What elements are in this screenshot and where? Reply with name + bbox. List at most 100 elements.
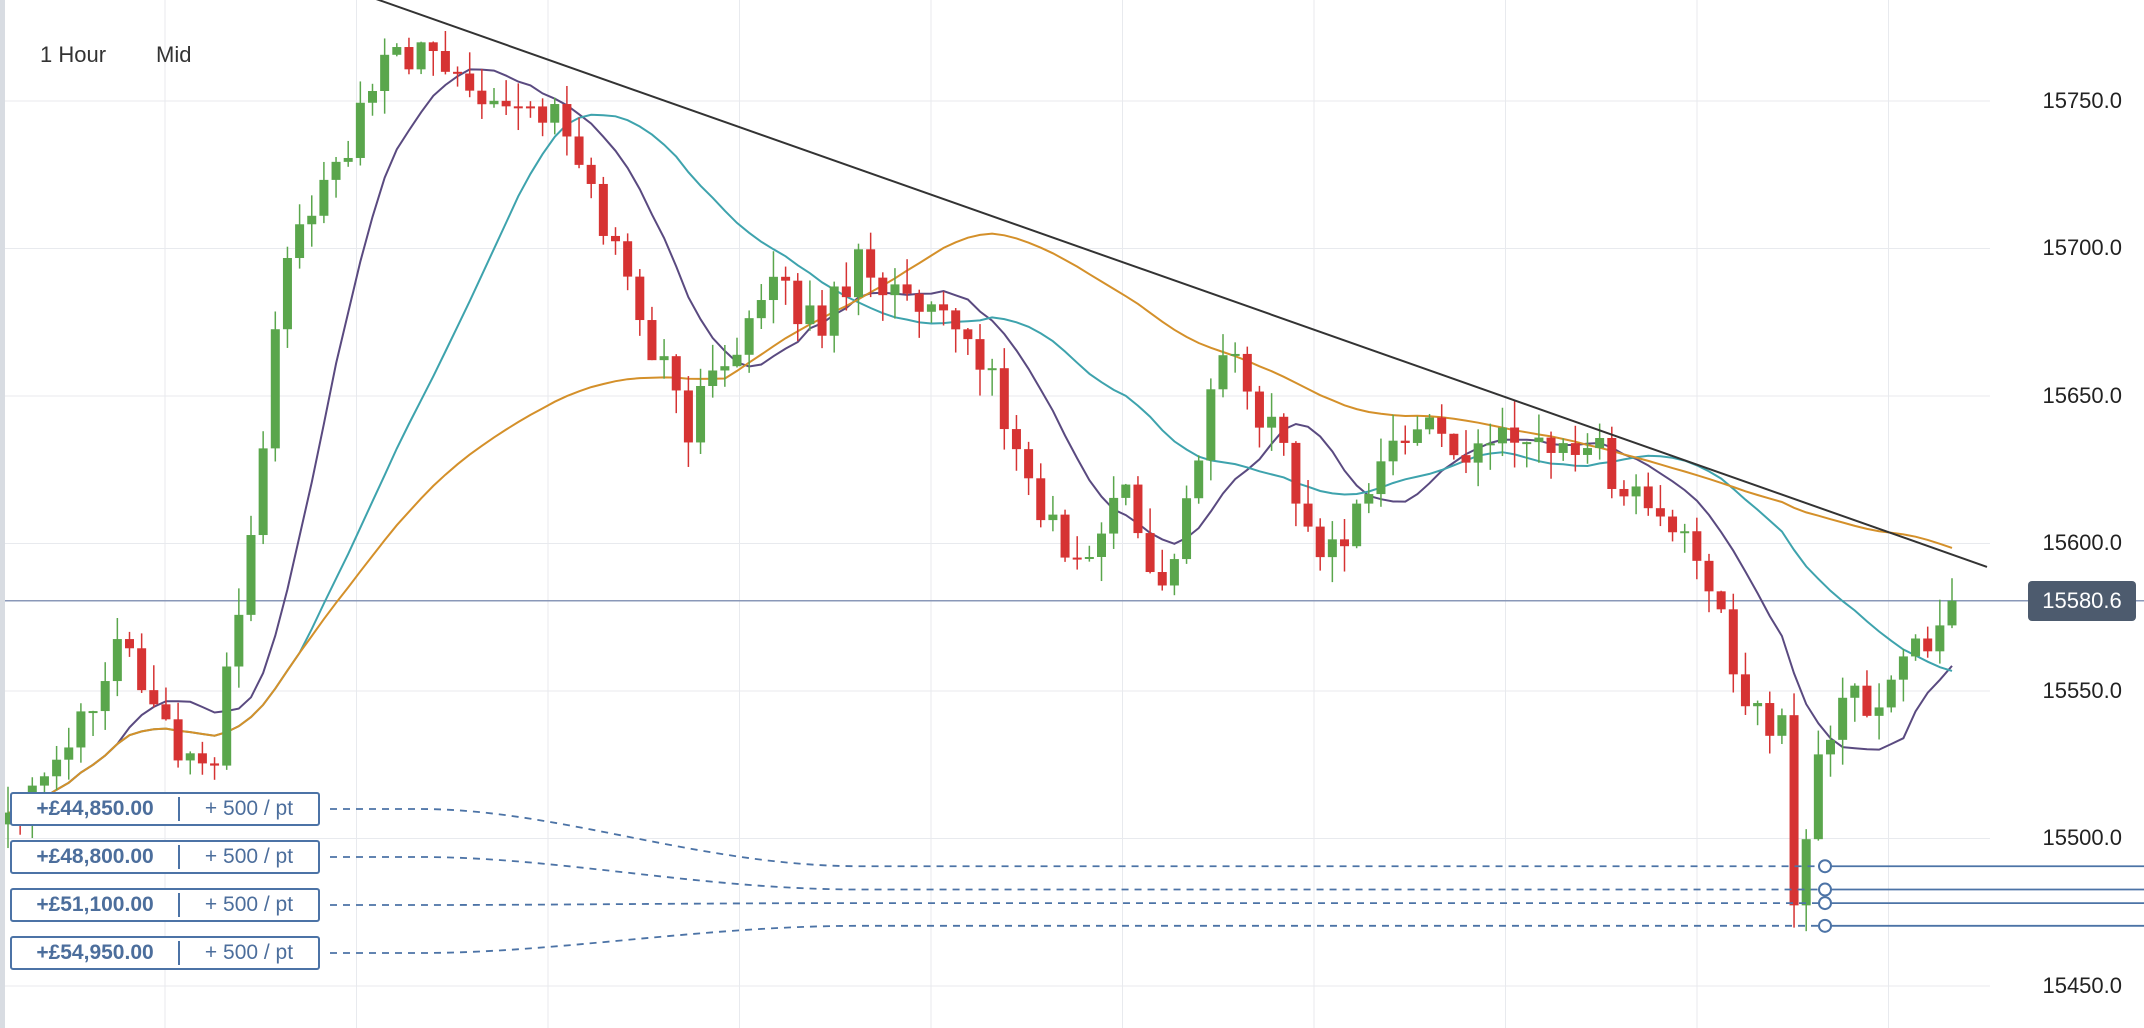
candle-body	[1911, 638, 1921, 657]
candle-down	[1510, 401, 1520, 468]
order-pnl-rate: + 500 / pt	[204, 893, 294, 916]
candle-body	[295, 224, 305, 259]
order-pnl-value: +£48,800.00	[36, 845, 154, 868]
candle-body	[1655, 508, 1665, 517]
order-pnl-box[interactable]: +£48,800.00 + 500 / pt	[10, 840, 320, 874]
chart-left-edge	[0, 0, 5, 1028]
candle-body	[708, 370, 718, 386]
candle-body	[1607, 437, 1617, 489]
order-pnl-box[interactable]: +£54,950.00 + 500 / pt	[10, 936, 320, 970]
candle-body	[1267, 416, 1277, 428]
candle-body	[137, 648, 147, 691]
order-connector-dashed	[330, 924, 1825, 954]
candle-down	[125, 631, 134, 657]
candle-body	[270, 329, 280, 449]
candle-body	[440, 51, 450, 72]
candle-body	[671, 356, 681, 391]
candle-body	[1084, 556, 1094, 559]
candle-body	[1048, 514, 1058, 521]
order-pnl-rate: + 500 / pt	[204, 845, 294, 868]
candle-body	[914, 293, 924, 312]
candle-down	[1303, 480, 1313, 532]
order-pnl-rate: + 500 / pt	[204, 797, 294, 820]
candle-body	[112, 639, 122, 682]
candle-body	[683, 390, 693, 443]
order-pnl-divider	[178, 797, 180, 821]
candle-up	[343, 140, 353, 167]
candle-body	[76, 711, 86, 748]
candle-up	[1084, 545, 1094, 562]
candle-body	[538, 106, 548, 123]
candle-up	[1886, 675, 1896, 713]
candle-body	[1315, 526, 1325, 558]
candle-body	[951, 310, 961, 330]
candle-body	[841, 286, 851, 298]
candle-down	[598, 176, 608, 245]
candle-up	[319, 161, 329, 224]
current-price-badge: 15580.6	[2028, 581, 2136, 621]
candle-body	[1060, 514, 1070, 558]
candle-up	[1826, 725, 1835, 777]
chart-toolbar: 1 Hour Mid	[30, 38, 202, 72]
candle-body	[550, 104, 560, 123]
candle-body	[331, 161, 341, 180]
candle-up	[987, 358, 997, 396]
candle-down	[999, 348, 1009, 450]
candle-up	[1680, 523, 1690, 553]
price-axis-tick: 15750.0	[2042, 88, 2122, 113]
candle-up	[550, 97, 560, 135]
candle-up	[1206, 378, 1216, 481]
candle-down	[1291, 441, 1301, 527]
candle-up	[1850, 683, 1860, 722]
candle-body	[197, 753, 207, 764]
candle-up	[1911, 634, 1921, 661]
candle-body	[1449, 433, 1459, 456]
candle-body	[611, 235, 620, 242]
candle-body	[125, 639, 134, 649]
candle-up	[234, 588, 244, 688]
candle-body	[1169, 559, 1179, 586]
candle-up	[1522, 441, 1532, 468]
candle-down	[975, 324, 985, 396]
order-pnl-box[interactable]: +£44,850.00 + 500 / pt	[10, 792, 320, 826]
candle-up	[1388, 414, 1398, 476]
order-pnl-value: +£44,850.00	[36, 797, 154, 820]
candle-up	[1838, 677, 1848, 765]
candle-up	[708, 344, 718, 398]
trendline	[375, 0, 1988, 568]
candle-up	[1558, 438, 1568, 461]
price-type-selector[interactable]: Mid	[156, 42, 192, 67]
candle-down	[1024, 441, 1034, 496]
candle-up	[282, 246, 292, 348]
candle-up	[1182, 485, 1192, 564]
order-handle	[1818, 882, 1832, 897]
timeframe-selector[interactable]: 1 Hour	[40, 42, 107, 67]
candle-down	[562, 85, 572, 156]
price-axis-tick: 15500.0	[2042, 825, 2122, 850]
candle-body	[890, 284, 900, 296]
candle-down	[1011, 415, 1021, 471]
candle-body	[1923, 638, 1933, 652]
candle-down	[1437, 404, 1447, 447]
candle-body	[1558, 443, 1568, 453]
candle-down	[914, 289, 924, 338]
candle-body	[343, 157, 353, 162]
candle-down	[210, 757, 220, 780]
order-pnl-box[interactable]: +£51,100.00 + 500 / pt	[10, 888, 320, 922]
candle-down	[781, 266, 791, 305]
candle-body	[1072, 557, 1082, 560]
candle-body	[1765, 703, 1775, 736]
candle-up	[355, 81, 365, 166]
candle-body	[1352, 503, 1362, 547]
ma-fast-line	[7, 68, 1953, 815]
candle-up	[1534, 414, 1544, 463]
candle-up	[1169, 553, 1179, 596]
candle-body	[1291, 442, 1301, 504]
candle-up	[1364, 483, 1374, 514]
candle-up	[744, 310, 754, 373]
candle-down	[683, 376, 693, 467]
candle-body	[1303, 503, 1313, 527]
order-pnl-rate: + 500 / pt	[204, 941, 294, 964]
candle-body	[1801, 839, 1811, 906]
